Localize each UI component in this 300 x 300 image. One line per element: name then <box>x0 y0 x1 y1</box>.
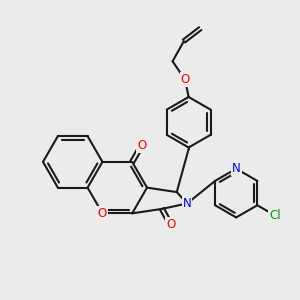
Text: Cl: Cl <box>269 209 281 222</box>
Text: O: O <box>98 207 107 220</box>
Text: N: N <box>232 162 241 175</box>
Text: O: O <box>166 218 175 231</box>
Text: N: N <box>183 197 191 210</box>
Text: O: O <box>137 139 146 152</box>
Text: O: O <box>180 73 190 86</box>
